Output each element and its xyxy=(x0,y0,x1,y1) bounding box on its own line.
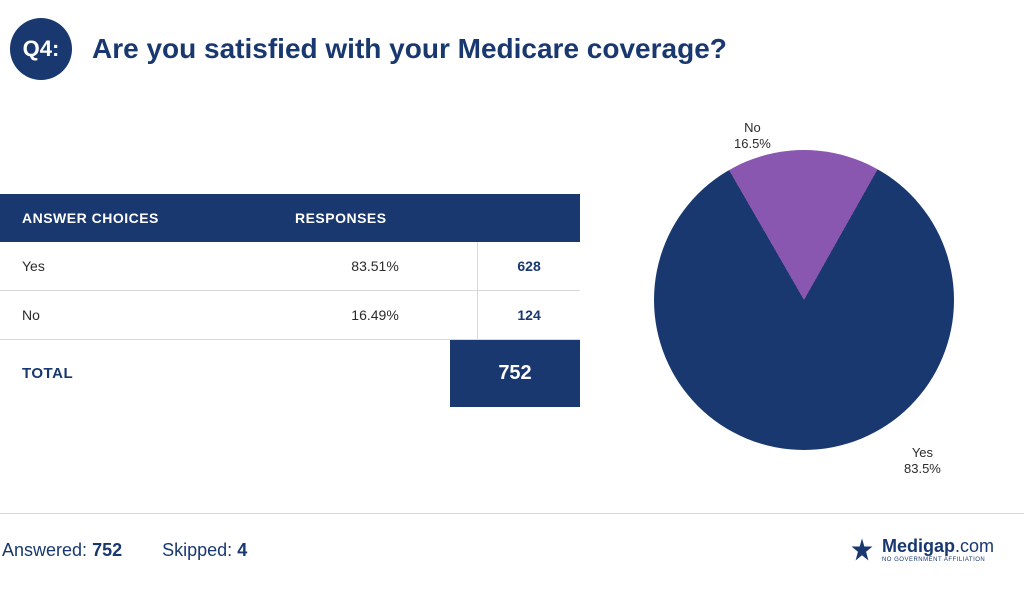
question-title: Are you satisfied with your Medicare cov… xyxy=(92,33,727,65)
total-label: TOTAL xyxy=(0,340,450,407)
total-count: 752 xyxy=(450,340,580,407)
skipped-value: 4 xyxy=(237,540,247,560)
cell-count: 628 xyxy=(478,242,580,291)
answered-value: 752 xyxy=(92,540,122,560)
pie-label-yes-pct: 83.5% xyxy=(904,461,941,476)
content-area: ANSWER CHOICES RESPONSES Yes 83.51% 628 … xyxy=(0,90,1024,480)
col-header-responses: RESPONSES xyxy=(273,194,478,242)
question-number-badge: Q4: xyxy=(10,18,72,80)
responses-table: ANSWER CHOICES RESPONSES Yes 83.51% 628 … xyxy=(0,194,580,407)
footer-stats: Answered: 752 Skipped: 4 xyxy=(2,540,247,561)
logo-text: Medigap.com NO GOVERNMENT AFFILIATION xyxy=(882,537,994,563)
table-row: No 16.49% 124 xyxy=(0,290,580,339)
pie-label-no-name: No xyxy=(744,120,761,135)
cell-pct: 16.49% xyxy=(273,290,478,339)
skipped-stat: Skipped: 4 xyxy=(162,540,247,561)
table: ANSWER CHOICES RESPONSES Yes 83.51% 628 … xyxy=(0,194,580,340)
pie-label-no-pct: 16.5% xyxy=(734,136,771,151)
brand-logo: Medigap.com NO GOVERNMENT AFFILIATION xyxy=(848,536,994,564)
cell-label: Yes xyxy=(0,242,273,291)
logo-suffix: .com xyxy=(955,536,994,556)
footer: Answered: 752 Skipped: 4 Medigap.com NO … xyxy=(0,513,1024,564)
pie-chart: No 16.5% Yes 83.5% xyxy=(624,120,984,480)
logo-brand: Medigap xyxy=(882,536,955,556)
answered-stat: Answered: 752 xyxy=(2,540,122,561)
pie-graphic xyxy=(654,150,954,450)
cell-pct: 83.51% xyxy=(273,242,478,291)
logo-tagline: NO GOVERNMENT AFFILIATION xyxy=(882,557,994,563)
answered-label: Answered: xyxy=(2,540,87,560)
total-row: TOTAL 752 xyxy=(0,340,580,407)
question-header: Q4: Are you satisfied with your Medicare… xyxy=(0,0,1024,90)
cell-count: 124 xyxy=(478,290,580,339)
cell-label: No xyxy=(0,290,273,339)
pie-label-yes-name: Yes xyxy=(912,445,933,460)
col-header-count xyxy=(478,194,580,242)
pie-label-yes: Yes 83.5% xyxy=(904,445,941,478)
col-header-choices: ANSWER CHOICES xyxy=(0,194,273,242)
pie-label-no: No 16.5% xyxy=(734,120,771,153)
star-icon xyxy=(848,536,876,564)
table-row: Yes 83.51% 628 xyxy=(0,242,580,291)
skipped-label: Skipped: xyxy=(162,540,232,560)
logo-main: Medigap.com xyxy=(882,537,994,555)
